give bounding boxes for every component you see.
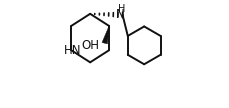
Text: N: N — [115, 8, 124, 21]
Text: OH: OH — [81, 39, 99, 52]
Polygon shape — [102, 26, 109, 44]
Text: HN: HN — [63, 44, 81, 57]
Text: H: H — [118, 4, 125, 14]
